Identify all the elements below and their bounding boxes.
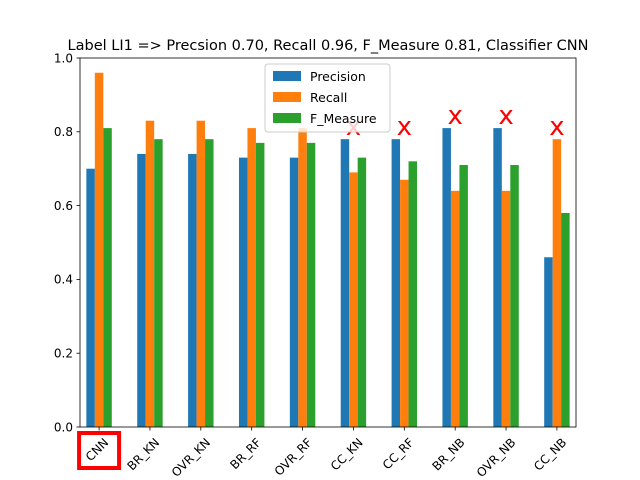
bar-recall-ovr-rf xyxy=(298,128,307,428)
bar-recall-ovr-kn xyxy=(196,120,206,427)
bar-recall-br-kn xyxy=(145,120,155,427)
bar-f-measure-ovr-rf xyxy=(306,142,316,427)
bar-precision-br-rf xyxy=(238,157,248,427)
rejected-mark: x xyxy=(498,101,513,131)
bar-precision-cnn xyxy=(86,168,95,427)
y-tick-label: 1.0 xyxy=(54,51,73,65)
x-tick-label: CNN xyxy=(83,435,112,464)
x-tick-label: BR_RF xyxy=(227,435,264,472)
x-tick-label: CC_RF xyxy=(380,435,417,472)
bar-f-measure-br-kn xyxy=(154,139,163,427)
legend-swatch xyxy=(273,92,301,102)
bar-precision-cc-kn xyxy=(340,139,350,427)
bar-recall-cc-rf xyxy=(400,179,409,427)
bar-recall-br-rf xyxy=(247,128,256,428)
x-tick-label: CC_KN xyxy=(328,435,366,473)
bar-precision-ovr-kn xyxy=(188,153,197,427)
legend-swatch xyxy=(273,113,301,123)
chart-title: Label LI1 => Precsion 0.70, Recall 0.96,… xyxy=(68,38,589,54)
bar-f-measure-cc-nb xyxy=(561,212,570,427)
y-tick-label: 0.4 xyxy=(54,273,73,287)
y-tick-label: 0.0 xyxy=(54,420,73,434)
bar-precision-br-kn xyxy=(137,153,146,427)
legend-swatch xyxy=(273,71,301,81)
x-tick-label: OVR_NB xyxy=(474,435,519,480)
highlight-box xyxy=(77,431,122,470)
rejected-mark: x xyxy=(397,112,412,142)
rejected-mark: x xyxy=(549,112,564,142)
bar-precision-ovr-nb xyxy=(493,128,502,428)
bar-recall-cnn xyxy=(94,72,104,427)
legend-label: Precision xyxy=(310,69,366,84)
plot-frame xyxy=(79,57,577,428)
x-tick-label: BR_NB xyxy=(429,435,467,473)
bar-precision-ovr-rf xyxy=(289,157,299,427)
y-tick-label: 0.2 xyxy=(54,347,73,361)
bars-layer xyxy=(86,72,570,428)
legend-label: Recall xyxy=(310,90,347,105)
x-tick-label: OVR_KN xyxy=(169,435,213,479)
legend: Precision Recall F_Measure xyxy=(264,63,391,133)
bar-f-measure-ovr-kn xyxy=(205,139,214,427)
bar-precision-cc-nb xyxy=(544,257,553,427)
legend-label: F_Measure xyxy=(310,111,377,126)
bar-f-measure-ovr-nb xyxy=(510,165,519,427)
bar-precision-br-nb xyxy=(442,128,451,428)
y-tick-label: 0.6 xyxy=(54,199,73,213)
bar-f-measure-br-nb xyxy=(459,165,468,427)
bar-f-measure-br-rf xyxy=(255,142,265,427)
x-tick-label: OVR_RF xyxy=(272,435,315,478)
bar-recall-cc-kn xyxy=(349,172,358,427)
y-tick-label: 0.8 xyxy=(54,125,73,139)
x-tick-label: BR_KN xyxy=(125,435,163,473)
bar-f-measure-cc-kn xyxy=(357,157,367,427)
bar-recall-cc-nb xyxy=(552,139,562,427)
rejected-mark: x xyxy=(447,101,462,131)
x-tick-label: CC_NB xyxy=(531,435,569,473)
bar-f-measure-cc-rf xyxy=(408,161,418,427)
bar-recall-ovr-nb xyxy=(501,190,511,427)
bar-f-measure-cnn xyxy=(103,128,112,428)
bar-precision-cc-rf xyxy=(391,139,401,427)
bar-recall-br-nb xyxy=(450,190,460,427)
